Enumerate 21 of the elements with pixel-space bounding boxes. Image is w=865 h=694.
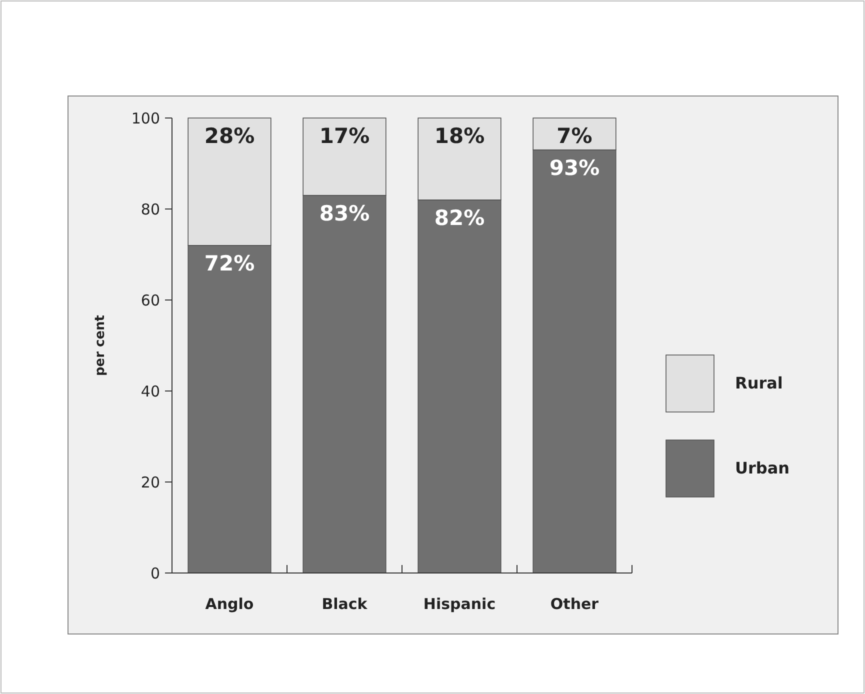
data-label: 82% — [434, 206, 485, 230]
text: Urban — [735, 458, 790, 478]
data-label: 17% — [319, 124, 370, 148]
y-axis-title: per cent — [93, 314, 108, 376]
x-tick-label: Hispanic — [423, 595, 496, 613]
data-label: 28% — [204, 124, 255, 148]
data-label: 7% — [556, 124, 592, 148]
y-tick-label: 100 — [131, 109, 160, 128]
x-tick-label: Other — [550, 595, 600, 613]
x-tick-label: Anglo — [205, 595, 254, 613]
y-tick-label: 40 — [140, 382, 160, 400]
y-tick-label: 20 — [140, 473, 160, 492]
text: Rural — [735, 374, 783, 393]
data-label: 83% — [319, 201, 370, 226]
y-tick-label: 80 — [140, 200, 160, 218]
y-tick-label: 0 — [150, 564, 160, 582]
data-label: 18% — [434, 124, 485, 148]
x-tick-label: Black — [322, 595, 368, 613]
data-label: 93% — [549, 156, 600, 180]
y-tick-label: 60 — [140, 291, 160, 310]
data-label: 72% — [204, 251, 255, 276]
